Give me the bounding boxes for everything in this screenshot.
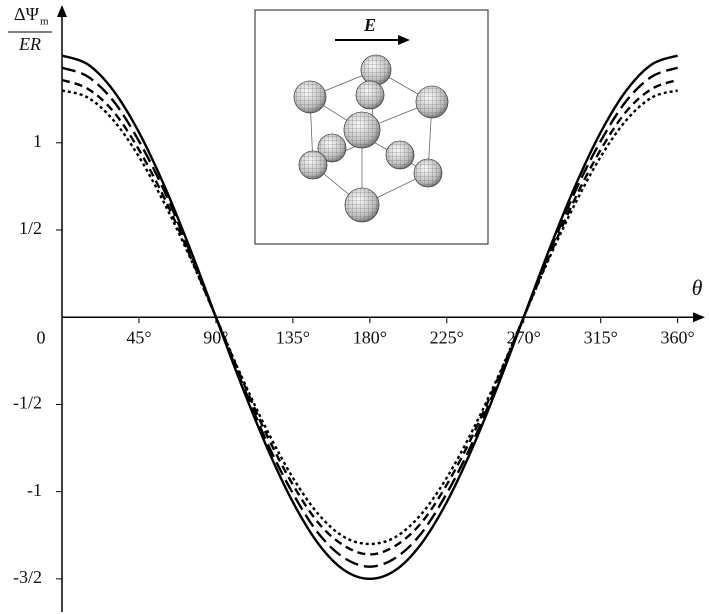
series-line	[61, 66, 679, 568]
atoms	[293, 54, 449, 223]
y-tick-label: -3/2	[13, 567, 42, 587]
series-line	[61, 78, 679, 556]
x-tick-label: 135°	[276, 327, 310, 347]
y-tick-label: -1/2	[13, 393, 42, 413]
x-tick-label: 315°	[584, 327, 618, 347]
y-tick-label: 1	[33, 131, 42, 151]
y-tick-label: -1	[27, 480, 42, 500]
x-tick-label: 225°	[430, 327, 464, 347]
x-axis-arrow	[693, 312, 705, 323]
y-label-numerator: ΔΨ	[14, 4, 40, 24]
y-label-subscript: m	[40, 16, 49, 28]
field-arrow-head	[398, 35, 410, 45]
series-line	[61, 54, 679, 581]
y-axis-label: ΔΨ m ER	[8, 4, 52, 54]
field-label: E	[363, 15, 376, 35]
y-label-denominator: ER	[18, 34, 41, 54]
x-tick-label: 45°	[126, 327, 151, 347]
x-tick-label: 180°	[353, 327, 387, 347]
y-tick-label: 1/2	[19, 218, 42, 238]
x-axis-label: θ	[692, 275, 703, 300]
x-tick-label: 360°	[661, 327, 695, 347]
inset: E	[254, 9, 489, 245]
x-tick-label: 0	[37, 327, 46, 347]
y-axis-arrow	[57, 5, 67, 17]
